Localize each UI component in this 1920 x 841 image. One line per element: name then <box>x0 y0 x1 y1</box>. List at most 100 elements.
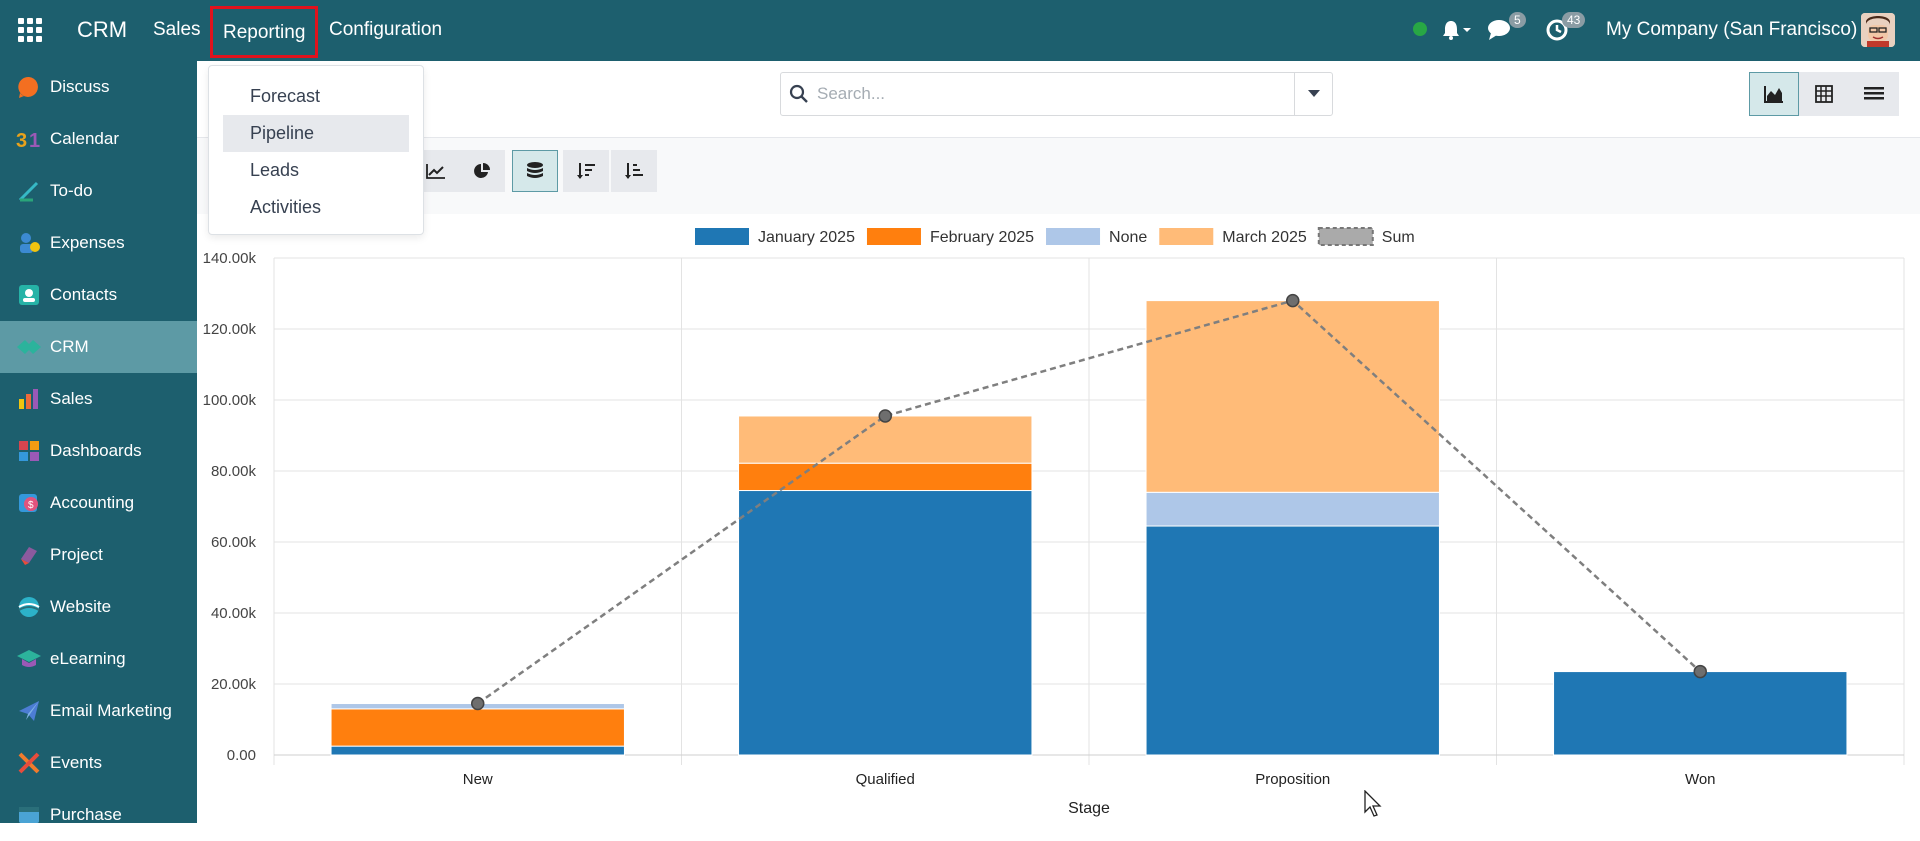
sidebar-item-label: Accounting <box>50 493 135 512</box>
sidebar-item-label: eLearning <box>50 649 126 668</box>
user-avatar[interactable] <box>1861 13 1895 47</box>
list-view-icon[interactable] <box>1849 72 1899 116</box>
pipeline-graph: 0.00 20.00k 40.00k 60.00k 80.00k 100.00k 120.0… <box>197 214 1920 823</box>
y-tick-label: 140.00k <box>203 250 257 267</box>
sidebar-item-contacts[interactable]: Contacts <box>0 269 197 321</box>
y-tick-label: 60.00k <box>211 534 257 551</box>
menu-configuration[interactable]: Configuration <box>329 19 443 40</box>
activities-clock-icon[interactable]: 43 <box>1545 12 1586 46</box>
bar-segment <box>738 490 1033 756</box>
pie-chart-icon[interactable] <box>459 150 505 192</box>
sidebar-item-dashboards[interactable]: Dashboards <box>0 425 197 477</box>
sidebar-item-project[interactable]: Project <box>0 529 197 581</box>
accounting-icon: $ <box>16 490 42 516</box>
website-icon <box>16 594 42 620</box>
sidebar-item-label: Contacts <box>50 285 118 304</box>
bar-segment <box>1145 525 1440 756</box>
sidebar-item-to-do[interactable]: To-do <box>0 165 197 217</box>
dropdown-item-activities[interactable]: Activities <box>250 197 322 217</box>
control-panel <box>197 61 1920 138</box>
sum-point <box>471 696 485 711</box>
notifications-bell-icon[interactable] <box>1441 14 1473 46</box>
chart-canvas: 0.00 20.00k 40.00k 60.00k 80.00k 100.00k 120.0… <box>203 227 1905 817</box>
sidebar-item-label: Dashboards <box>50 441 142 460</box>
expenses-icon <box>16 230 42 256</box>
sidebar-item-crm[interactable]: CRM <box>0 321 197 373</box>
sidebar-item-website[interactable]: Website <box>0 581 197 633</box>
purchase-icon <box>16 802 42 828</box>
dropdown-item-forecast[interactable]: Forecast <box>250 86 321 106</box>
bar-segment <box>330 708 625 747</box>
events-icon <box>16 750 42 776</box>
sidebar-item-label: Events <box>50 753 102 772</box>
legend-label: March 2025 <box>1222 229 1307 246</box>
contacts-icon <box>16 282 42 308</box>
menu-sales[interactable]: Sales <box>153 19 201 40</box>
discuss-icon <box>16 74 42 100</box>
sidebar-item-label: Expenses <box>50 233 125 252</box>
bar-segment <box>330 745 625 756</box>
svg-text:3: 3 <box>16 130 27 151</box>
sidebar-item-purchase[interactable]: Purchase <box>0 789 197 841</box>
y-tick-label: 100.00k <box>203 392 257 409</box>
status-online-icon <box>1413 22 1427 36</box>
legend-label: None <box>1109 229 1147 246</box>
company-switcher[interactable]: My Company (San Francisco) <box>1606 19 1858 40</box>
y-tick-label: 40.00k <box>211 605 257 622</box>
messages-count-badge: 5 <box>1509 12 1526 28</box>
sidebar-item-events[interactable]: Events <box>0 737 197 789</box>
search-input[interactable] <box>817 84 1294 104</box>
x-axis-title: Stage <box>1068 800 1110 817</box>
sidebar-item-calendar[interactable]: 3 1 Calendar <box>0 113 197 165</box>
sidebar-item-label: Calendar <box>50 129 119 148</box>
sidebar-item-sales[interactable]: Sales <box>0 373 197 425</box>
dropdown-item-leads[interactable]: Leads <box>250 160 300 180</box>
sum-line <box>477 299 1702 705</box>
legend-label: Sum <box>1382 229 1415 246</box>
search-options-caret-icon[interactable] <box>1294 73 1332 115</box>
app-sidebar: Discuss 3 1 Calendar To-do Expenses Contacts CR… <box>0 61 197 824</box>
legend-swatch <box>866 228 921 245</box>
pivot-view-icon[interactable] <box>1799 72 1849 116</box>
svg-text:1: 1 <box>29 130 40 151</box>
sort-descending-icon[interactable] <box>563 150 609 192</box>
crm-icon <box>16 334 42 360</box>
search-icon <box>781 73 817 115</box>
menu-reporting[interactable]: Reporting <box>210 6 319 58</box>
stacked-icon[interactable] <box>512 150 558 192</box>
sidebar-item-accounting[interactable]: $ Accounting <box>0 477 197 529</box>
search-bar <box>780 72 1333 116</box>
sidebar-item-label: Email Marketing <box>50 701 172 720</box>
sidebar-item-label: Discuss <box>50 77 110 96</box>
sidebar-item-email-marketing[interactable]: Email Marketing <box>0 685 197 737</box>
graph-view-icon[interactable] <box>1749 72 1799 116</box>
elearning-icon <box>16 646 42 672</box>
x-tick-label: Proposition <box>1255 771 1330 788</box>
sidebar-item-label: To-do <box>50 181 93 200</box>
sidebar-item-label: Purchase <box>50 805 122 824</box>
app-brand[interactable]: CRM <box>77 17 128 42</box>
apps-menu-icon[interactable] <box>18 18 46 42</box>
sum-point <box>1286 293 1300 308</box>
sidebar-item-label: Project <box>50 545 103 564</box>
legend-label: February 2025 <box>930 229 1034 246</box>
sidebar-item-expenses[interactable]: Expenses <box>0 217 197 269</box>
y-tick-label: 120.00k <box>203 321 257 338</box>
legend-swatch <box>1046 228 1101 245</box>
mouse-pointer-icon <box>1364 789 1384 823</box>
dropdown-item-pipeline[interactable]: Pipeline <box>223 115 409 152</box>
legend-label: January 2025 <box>758 229 855 246</box>
messages-icon[interactable]: 5 <box>1487 12 1526 46</box>
sidebar-item-discuss[interactable]: Discuss <box>0 61 197 113</box>
graph-toolbar <box>197 138 1920 214</box>
bar-segment <box>1145 300 1440 493</box>
sidebar-item-label: CRM <box>50 337 89 356</box>
bar-segment <box>738 415 1033 464</box>
legend-swatch <box>1317 227 1374 246</box>
svg-text:$: $ <box>28 500 34 511</box>
sort-ascending-icon[interactable] <box>611 150 657 192</box>
y-tick-label: 0.00 <box>227 747 256 764</box>
sidebar-item-elearning[interactable]: eLearning <box>0 633 197 685</box>
sidebar-item-label: Website <box>50 597 112 616</box>
